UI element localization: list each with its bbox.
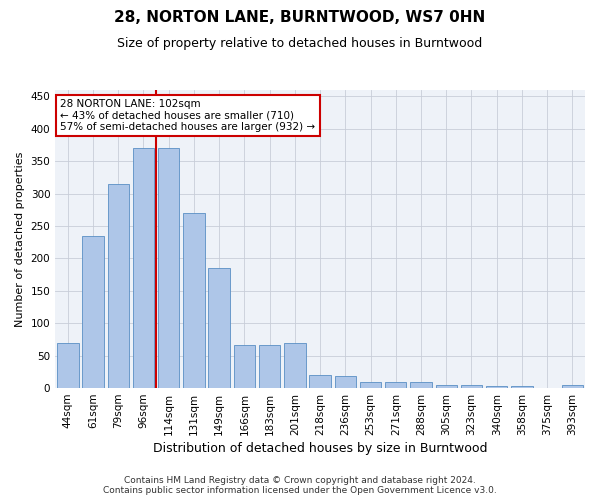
Bar xyxy=(436,385,457,388)
Bar xyxy=(82,236,104,388)
Bar xyxy=(284,342,305,388)
Bar xyxy=(133,148,154,388)
Bar xyxy=(486,386,508,388)
Bar xyxy=(107,184,129,388)
Bar xyxy=(57,342,79,388)
Bar xyxy=(562,386,583,388)
Bar xyxy=(511,386,533,388)
Text: 28 NORTON LANE: 102sqm
← 43% of detached houses are smaller (710)
57% of semi-de: 28 NORTON LANE: 102sqm ← 43% of detached… xyxy=(61,99,316,132)
Bar xyxy=(158,148,179,388)
Text: Contains HM Land Registry data © Crown copyright and database right 2024.
Contai: Contains HM Land Registry data © Crown c… xyxy=(103,476,497,495)
Bar xyxy=(208,268,230,388)
Bar xyxy=(310,375,331,388)
Bar xyxy=(233,344,255,388)
Bar xyxy=(385,382,406,388)
Text: Size of property relative to detached houses in Burntwood: Size of property relative to detached ho… xyxy=(118,38,482,51)
Bar xyxy=(259,344,280,388)
Bar xyxy=(335,376,356,388)
Bar xyxy=(360,382,381,388)
Y-axis label: Number of detached properties: Number of detached properties xyxy=(15,152,25,326)
Bar xyxy=(410,382,432,388)
X-axis label: Distribution of detached houses by size in Burntwood: Distribution of detached houses by size … xyxy=(153,442,487,455)
Bar xyxy=(183,213,205,388)
Bar xyxy=(461,385,482,388)
Text: 28, NORTON LANE, BURNTWOOD, WS7 0HN: 28, NORTON LANE, BURNTWOOD, WS7 0HN xyxy=(115,10,485,25)
